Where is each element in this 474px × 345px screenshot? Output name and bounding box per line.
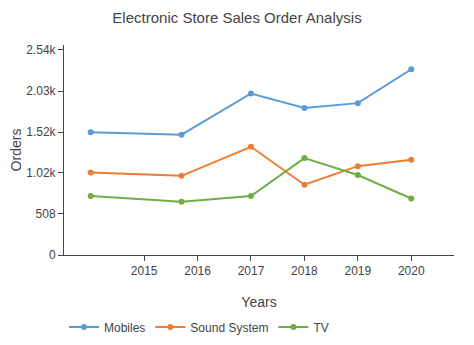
svg-text:2015: 2015 <box>131 264 158 278</box>
svg-text:2017: 2017 <box>238 264 265 278</box>
svg-text:2020: 2020 <box>398 264 425 278</box>
svg-text:508: 508 <box>36 207 56 221</box>
svg-text:TV: TV <box>313 321 328 335</box>
svg-text:2016: 2016 <box>184 264 211 278</box>
svg-text:Mobiles: Mobiles <box>104 321 145 335</box>
svg-text:2.03k: 2.03k <box>26 84 56 98</box>
svg-text:Years: Years <box>241 294 276 310</box>
svg-text:2018: 2018 <box>291 264 318 278</box>
svg-text:1.02k: 1.02k <box>26 166 56 180</box>
svg-text:1.52k: 1.52k <box>26 125 56 139</box>
svg-text:2019: 2019 <box>344 264 371 278</box>
svg-text:Sound System: Sound System <box>190 321 268 335</box>
svg-text:0: 0 <box>49 248 56 262</box>
svg-text:2.54k: 2.54k <box>26 43 56 57</box>
svg-text:Electronic Store Sales Order A: Electronic Store Sales Order Analysis <box>112 9 361 26</box>
svg-text:Orders: Orders <box>8 129 24 172</box>
